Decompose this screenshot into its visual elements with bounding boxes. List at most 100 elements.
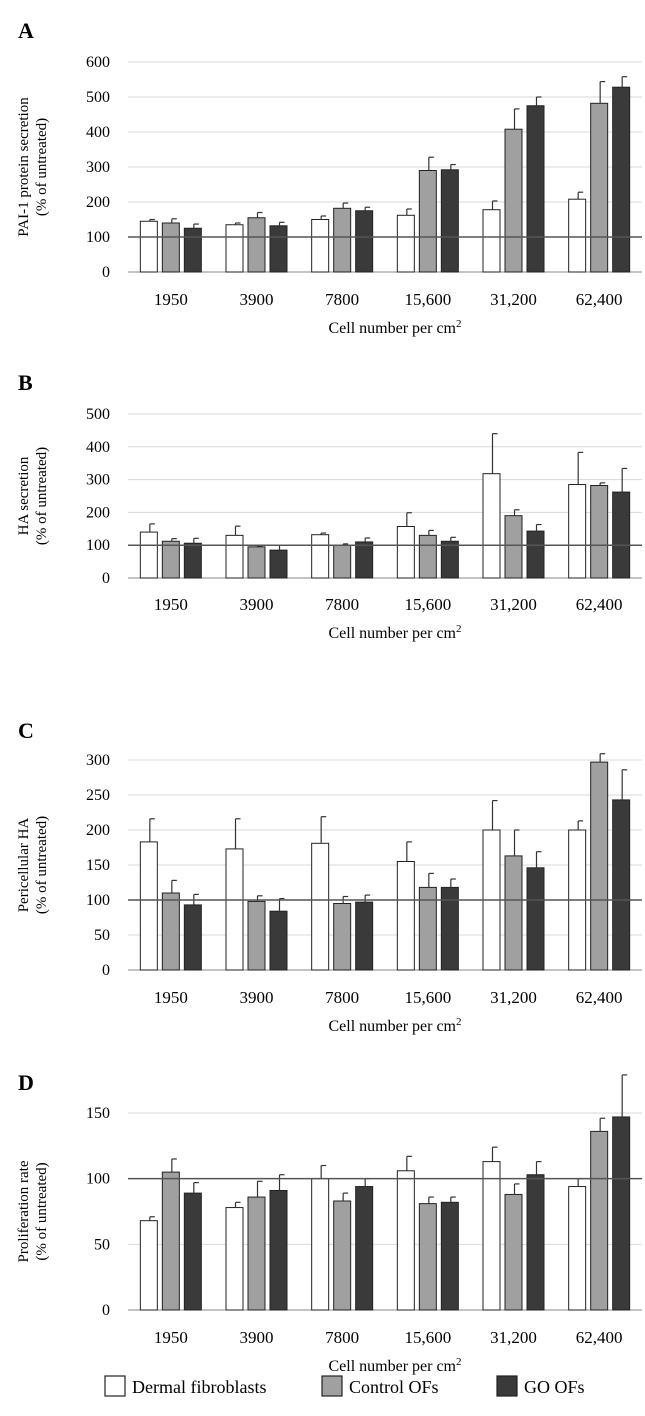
x-category-label: 3900 xyxy=(240,290,274,309)
bar-control xyxy=(504,855,523,971)
y-axis-title: Pericellular HA xyxy=(16,818,32,913)
y-tick-label: 500 xyxy=(86,406,110,423)
bar-control xyxy=(590,485,609,579)
bar-dermal xyxy=(225,534,244,579)
y-axis-title: (% of untreated) xyxy=(34,118,50,216)
bar-control xyxy=(161,540,180,579)
bar-dermal xyxy=(139,531,158,579)
chart-panel-a: A 0 100 200 300 400 500 600 PAI-1 protein secret… xyxy=(16,18,642,337)
bar-control xyxy=(161,892,180,971)
y-tick-label: 500 xyxy=(86,89,110,106)
bar-go xyxy=(526,105,545,273)
bar-control xyxy=(247,217,266,273)
y-axis-title: (% of untreated) xyxy=(34,1162,50,1260)
legend-swatch-control xyxy=(321,1375,343,1397)
x-category-label: 31,200 xyxy=(490,595,537,614)
y-tick-label: 150 xyxy=(86,1105,110,1122)
bar-dermal xyxy=(225,848,244,971)
y-tick-label: 0 xyxy=(102,962,110,979)
y-tick-label: 600 xyxy=(86,54,110,71)
x-category-label: 3900 xyxy=(240,988,274,1007)
y-axis-title: (% of untreated) xyxy=(34,447,50,545)
bar-go xyxy=(355,1186,374,1311)
x-category-label: 7800 xyxy=(325,988,359,1007)
bar-go xyxy=(612,491,631,579)
bar-dermal xyxy=(568,484,587,579)
y-tick-label: 300 xyxy=(86,472,110,489)
bar-dermal xyxy=(311,534,330,579)
x-axis-title: Cell number per cm2 xyxy=(328,1356,461,1375)
bar-control xyxy=(247,1196,266,1311)
x-category-label: 31,200 xyxy=(490,290,537,309)
bar-go xyxy=(526,867,545,971)
bar-go xyxy=(269,549,288,579)
x-category-label: 62,400 xyxy=(576,595,623,614)
x-category-label: 1950 xyxy=(154,290,188,309)
x-category-label: 1950 xyxy=(154,595,188,614)
bar-control xyxy=(247,900,266,971)
legend-label: GO OFs xyxy=(524,1377,585,1397)
bar-control xyxy=(333,903,352,971)
x-category-label: 7800 xyxy=(325,1328,359,1347)
bar-dermal xyxy=(225,224,244,273)
legend: Dermal fibroblasts Control OFs GO OFs xyxy=(104,1375,585,1397)
bar-dermal xyxy=(139,1220,158,1311)
x-category-label: 7800 xyxy=(325,290,359,309)
y-tick-label: 250 xyxy=(86,787,110,804)
y-tick-label: 300 xyxy=(86,159,110,176)
y-tick-label: 400 xyxy=(86,124,110,141)
y-tick-label: 400 xyxy=(86,439,110,456)
chart-panel-b: B 0 100 200 300 400 500 HA secretion (% of untre… xyxy=(16,370,642,642)
bar-control xyxy=(504,1193,523,1311)
bar-control xyxy=(590,761,609,971)
bar-go xyxy=(269,1189,288,1311)
panel-letter: D xyxy=(18,1070,34,1095)
bar-go xyxy=(355,210,374,273)
x-category-label: 15,600 xyxy=(404,595,451,614)
bar-go xyxy=(526,1174,545,1311)
x-category-label: 1950 xyxy=(154,988,188,1007)
bar-dermal xyxy=(482,473,501,579)
y-tick-label: 0 xyxy=(102,570,110,587)
x-category-label: 62,400 xyxy=(576,1328,623,1347)
bar-control xyxy=(161,222,180,273)
bar-control xyxy=(333,207,352,273)
x-category-label: 62,400 xyxy=(576,290,623,309)
chart-panel-c: C 0 50 100 150 200 250 300 Pericellular HA (% of … xyxy=(16,718,642,1035)
x-category-label: 3900 xyxy=(240,595,274,614)
y-tick-label: 100 xyxy=(86,229,110,246)
bar-dermal xyxy=(396,1170,415,1311)
x-category-label: 15,600 xyxy=(404,1328,451,1347)
y-tick-label: 100 xyxy=(86,1171,110,1188)
x-category-label: 7800 xyxy=(325,595,359,614)
bar-dermal xyxy=(139,841,158,971)
bar-control xyxy=(504,515,523,579)
y-tick-label: 100 xyxy=(86,892,110,909)
bar-dermal xyxy=(311,842,330,971)
y-tick-label: 150 xyxy=(86,857,110,874)
bar-control xyxy=(418,534,437,579)
bar-dermal xyxy=(311,219,330,273)
x-axis-title: Cell number per cm2 xyxy=(328,318,461,337)
bar-dermal xyxy=(482,1161,501,1311)
x-category-label: 3900 xyxy=(240,1328,274,1347)
y-tick-label: 50 xyxy=(94,1236,110,1253)
panel-letter: C xyxy=(18,718,34,743)
bar-go xyxy=(526,530,545,579)
bar-go xyxy=(612,1116,631,1311)
bar-dermal xyxy=(482,209,501,273)
y-tick-label: 0 xyxy=(102,264,110,281)
y-tick-label: 200 xyxy=(86,194,110,211)
bar-go xyxy=(183,1192,202,1311)
bar-control xyxy=(418,1203,437,1311)
bar-control xyxy=(333,544,352,579)
legend-label: Control OFs xyxy=(349,1377,439,1397)
bar-control xyxy=(247,546,266,579)
x-category-label: 62,400 xyxy=(576,988,623,1007)
bar-go xyxy=(183,904,202,971)
bar-control xyxy=(333,1200,352,1311)
panel-letter: B xyxy=(18,370,33,395)
bar-go xyxy=(440,540,459,579)
bar-dermal xyxy=(311,1178,330,1311)
